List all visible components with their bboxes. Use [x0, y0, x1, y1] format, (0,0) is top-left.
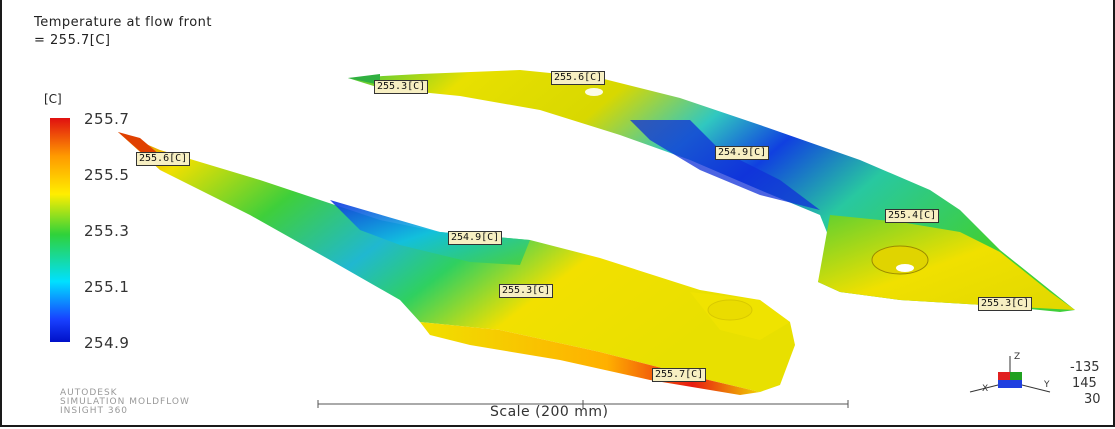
- probe-label[interactable]: 255.6[C]: [136, 152, 191, 166]
- legend-tick: 255.5: [84, 166, 130, 184]
- probe-label[interactable]: 255.4[C]: [885, 209, 940, 223]
- result-title-line1: Temperature at flow front: [34, 15, 213, 30]
- legend-tick-min: 254.9: [84, 334, 130, 352]
- triad-y-label: Y: [1044, 380, 1050, 390]
- probe-label[interactable]: 255.6[C]: [551, 71, 606, 85]
- probe-label[interactable]: 254.9[C]: [448, 231, 503, 245]
- probe-label[interactable]: 255.7[C]: [652, 368, 707, 382]
- probe-label[interactable]: 254.9[C]: [715, 146, 770, 160]
- legend-tick: 255.3: [84, 222, 130, 240]
- probe-label[interactable]: 255.3[C]: [978, 297, 1033, 311]
- triad-z-label: Z: [1014, 352, 1021, 362]
- probe-label[interactable]: 255.3[C]: [499, 284, 554, 298]
- color-legend-bar: [50, 118, 70, 342]
- moldflow-logo: AUTODESK SIMULATION MOLDFLOW INSIGHT 360: [60, 388, 190, 416]
- legend-tick: 255.1: [84, 278, 130, 296]
- view-angle-3: 30: [1084, 392, 1101, 407]
- result-title: Temperature at flow front = 255.7[C]: [34, 14, 212, 50]
- orientation-triad-icon[interactable]: [969, 356, 1051, 393]
- view-angle-1: -135: [1070, 360, 1100, 375]
- legend-tick-max: 255.7: [84, 110, 130, 128]
- result-title-line2: = 255.7[C]: [34, 33, 111, 48]
- triad-x-label: X: [982, 384, 989, 394]
- scale-label: Scale (200 mm): [490, 404, 609, 420]
- right-part-model[interactable]: [348, 70, 1075, 312]
- legend-unit: [C]: [44, 92, 62, 106]
- left-part-model[interactable]: [118, 132, 795, 395]
- view-angle-2: 145: [1072, 376, 1097, 391]
- probe-label[interactable]: 255.3[C]: [374, 80, 429, 94]
